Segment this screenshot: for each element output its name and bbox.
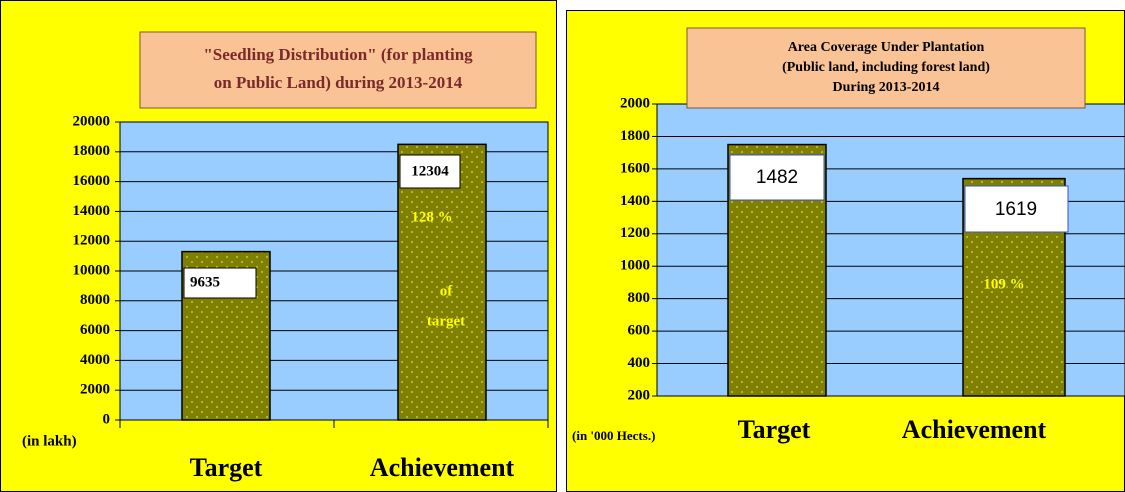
bar <box>397 143 487 421</box>
y-tick-label: 6000 <box>80 322 110 338</box>
y-tick-label: 400 <box>628 355 651 371</box>
y-axis-label: (in '000 Hects.) <box>572 428 655 443</box>
annotation: of <box>440 283 454 299</box>
y-tick-label: 16000 <box>73 173 111 189</box>
y-tick-label: 1000 <box>620 258 650 274</box>
annotation-box <box>964 185 1069 233</box>
annotation: 12304 <box>411 163 449 179</box>
y-tick-label: 8000 <box>80 292 110 308</box>
y-tick-label: 1400 <box>620 193 650 209</box>
y-axis-label: (in lakh) <box>22 433 77 449</box>
annotation: 9635 <box>190 274 220 290</box>
y-tick-label: 1600 <box>620 160 650 176</box>
annotation: 109 % <box>983 276 1024 292</box>
y-tick-label: 200 <box>628 387 651 403</box>
y-tick-label: 1200 <box>620 225 650 241</box>
y-tick-label: 10000 <box>73 262 111 278</box>
x-tick-label: Achievement <box>370 453 515 482</box>
annotation-box <box>399 154 461 189</box>
y-tick-label: 20000 <box>73 113 111 129</box>
chart-title: on Public Land) during 2013-2014 <box>214 73 463 92</box>
annotation: 128 % <box>411 209 452 225</box>
annotation-box <box>183 267 257 299</box>
y-tick-label: 800 <box>628 290 651 306</box>
y-tick-label: 12000 <box>73 233 111 249</box>
annotation: 1619 <box>995 199 1037 220</box>
x-tick-label: Achievement <box>902 415 1047 444</box>
x-tick-label: Target <box>190 453 263 482</box>
y-tick-label: 2000 <box>620 95 650 111</box>
x-tick-label: Target <box>738 415 811 444</box>
y-tick-label: 14000 <box>73 203 111 219</box>
y-tick-label: 600 <box>628 323 651 339</box>
y-tick-label: 18000 <box>73 143 111 159</box>
y-tick-label: 0 <box>103 411 111 427</box>
annotation: 1482 <box>756 167 798 188</box>
chart-title: "Seedling Distribution" (for planting <box>203 45 473 64</box>
title-box <box>139 31 537 109</box>
y-tick-label: 4000 <box>80 352 110 368</box>
annotation-box <box>729 154 825 201</box>
y-tick-label: 1800 <box>620 128 650 144</box>
chart-title: During 2013-2014 <box>833 80 940 95</box>
chart-title: Area Coverage Under Plantation <box>788 40 985 55</box>
title-box <box>686 27 1086 109</box>
chart-title: (Public land, including forest land) <box>782 60 990 75</box>
annotation: target <box>427 313 465 329</box>
y-tick-label: 2000 <box>80 382 110 398</box>
